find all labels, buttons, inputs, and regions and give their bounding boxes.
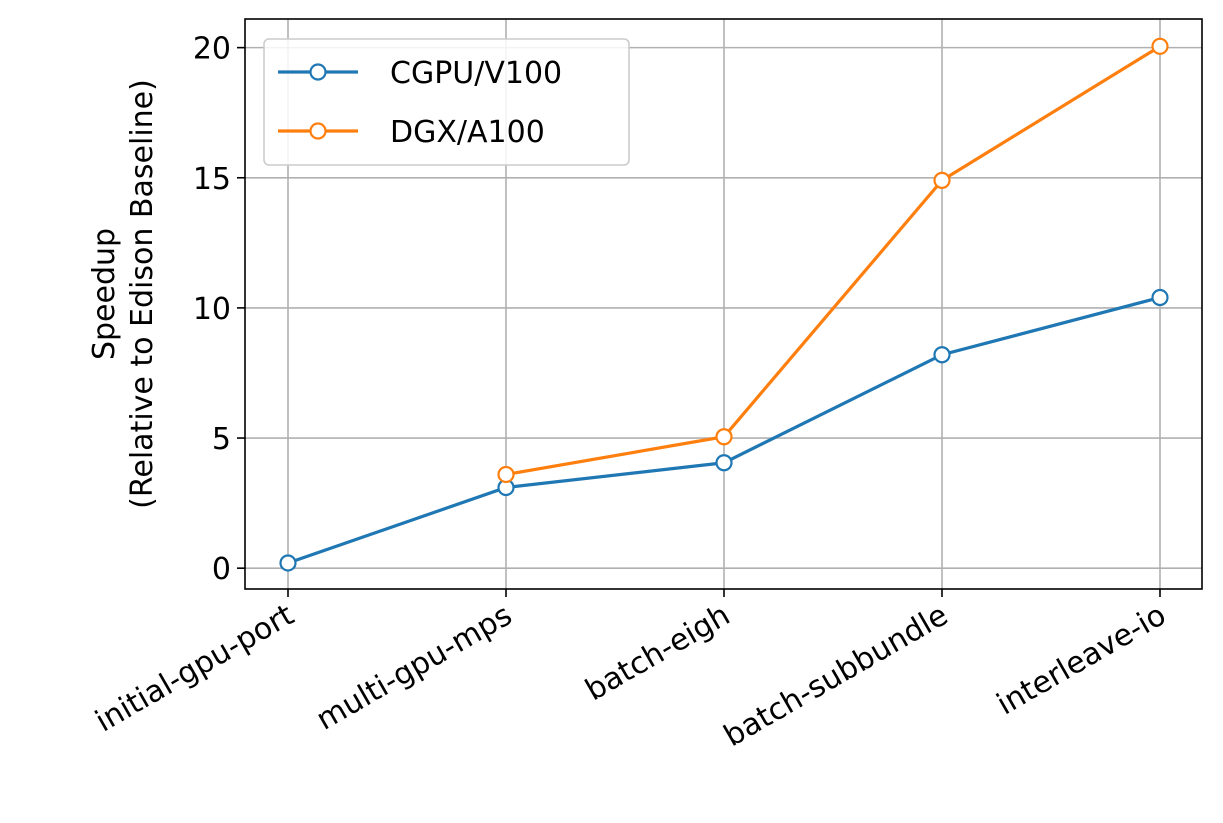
legend-label: CGPU/V100 xyxy=(390,56,562,91)
series-1 xyxy=(279,288,1169,572)
y-tick-label: 10 xyxy=(193,292,231,327)
series-layer xyxy=(279,37,1169,572)
y-tick-label: 5 xyxy=(212,422,231,457)
y-tick-label: 15 xyxy=(193,162,231,197)
x-tick-label: interleave-io xyxy=(991,598,1172,723)
data-point xyxy=(497,465,515,484)
legend-marker xyxy=(309,122,327,140)
series-2 xyxy=(497,37,1169,484)
data-point xyxy=(933,346,951,364)
y-axis-label-line2: (Relative to Edison Baseline) xyxy=(125,79,160,509)
legend-label: DGX/A100 xyxy=(390,115,545,150)
x-tick-label: batch-eigh xyxy=(580,598,736,708)
data-point xyxy=(279,554,297,572)
data-point xyxy=(933,171,951,189)
data-point xyxy=(715,428,733,446)
legend-marker xyxy=(309,63,327,81)
y-tick-label: 0 xyxy=(212,552,231,587)
series-line xyxy=(505,44,1161,477)
y-axis-label-line1: Speedup xyxy=(87,228,122,360)
legend: CGPU/V100 DGX/A100 xyxy=(263,38,630,166)
data-point xyxy=(715,454,733,472)
x-tick-label: batch-subbundle xyxy=(718,598,954,754)
data-point xyxy=(1151,37,1169,55)
x-tick-label: multi-gpu-mps xyxy=(311,598,518,738)
y-tick-label: 20 xyxy=(193,32,231,67)
data-point xyxy=(1151,288,1169,307)
x-tick-label: initial-gpu-port xyxy=(90,598,301,740)
